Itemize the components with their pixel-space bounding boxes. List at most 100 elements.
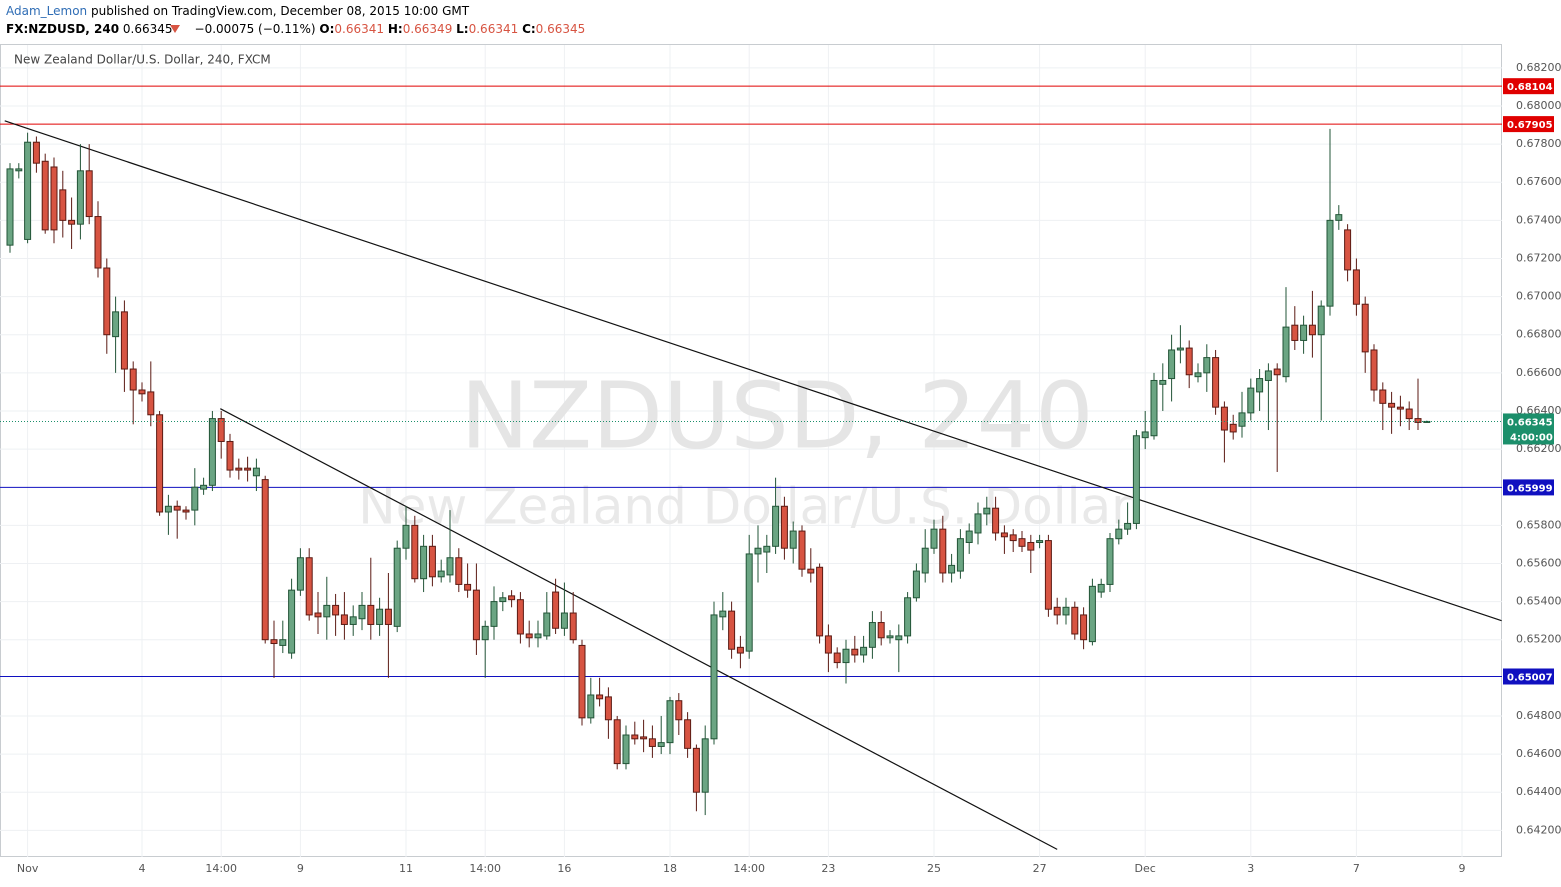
candle-body	[587, 694, 595, 719]
x-tick-label: 16	[557, 862, 571, 875]
candle-body	[472, 589, 480, 641]
candle-body	[1194, 372, 1202, 378]
trendline	[4, 120, 1502, 622]
y-tick-label: 0.65800	[1516, 518, 1561, 531]
candle-body	[1300, 324, 1308, 341]
candle-body	[6, 168, 14, 246]
candle-body	[675, 700, 683, 721]
candle-body	[455, 557, 463, 585]
y-tick-label: 0.67200	[1516, 251, 1561, 264]
candle-body	[1388, 402, 1396, 408]
candle-body	[798, 530, 806, 570]
candle-body	[1379, 389, 1387, 404]
candle-body	[402, 524, 410, 549]
x-tick-label: 14:00	[733, 862, 765, 875]
candle-body	[437, 570, 445, 578]
candle-body	[173, 505, 181, 511]
candle-body	[481, 625, 489, 641]
candle-body	[32, 141, 40, 164]
candle-body	[763, 545, 771, 553]
candle-body	[596, 694, 604, 700]
candle-body	[464, 583, 472, 591]
quote-line: FX:NZDUSD, 240 0.66345 −0.00075 (−0.11%) …	[6, 22, 585, 36]
x-tick-label: 3	[1247, 862, 1254, 875]
candle-body	[939, 528, 947, 574]
y-tick-label: 0.64600	[1516, 747, 1561, 760]
candle-body	[631, 734, 639, 740]
x-tick-label: 14:00	[469, 862, 501, 875]
candle-body	[349, 616, 357, 625]
legend: New Zealand Dollar/U.S. Dollar, 240, FXC…	[14, 53, 271, 67]
candle-body	[868, 622, 876, 648]
watermark: New Zealand Dollar/U.S. Dollar	[358, 478, 1132, 536]
candle-body	[323, 604, 331, 618]
candle-body	[1405, 408, 1413, 420]
candle-body	[340, 614, 348, 625]
candle-body	[842, 648, 850, 664]
candle-body	[252, 467, 260, 477]
candle-body	[860, 646, 868, 656]
header-line: Adam_Lemon published on TradingView.com,…	[6, 4, 470, 18]
candle-body	[1159, 379, 1167, 385]
x-tick-label: 9	[297, 862, 304, 875]
candle-body	[1212, 357, 1220, 408]
candle-body	[182, 509, 190, 513]
publish-info: published on TradingView.com, December 0…	[91, 4, 470, 18]
candle-body	[1423, 420, 1431, 423]
price-badge	[1503, 78, 1554, 95]
candle-body	[367, 604, 375, 625]
candle-body	[490, 601, 498, 627]
x-tick-label: 4	[139, 862, 146, 875]
candle-body	[1132, 435, 1140, 524]
candle-body	[1282, 326, 1290, 378]
last-price: 0.66345	[123, 22, 173, 36]
candle-body	[1414, 418, 1422, 423]
candle-body	[1106, 538, 1114, 585]
y-tick-label: 0.67400	[1516, 213, 1561, 226]
candle-body	[640, 736, 648, 740]
candle-body	[1124, 522, 1132, 530]
x-tick-label: Dec	[1135, 862, 1156, 875]
ohlc-label: O:	[319, 22, 334, 36]
candle-body	[1088, 585, 1096, 643]
candle-body	[76, 170, 84, 225]
candle-body	[376, 608, 384, 625]
candle-body	[428, 545, 436, 578]
candle-body	[983, 507, 991, 515]
candle-body	[41, 160, 49, 231]
y-tick-label: 0.64400	[1516, 785, 1561, 798]
down-arrow	[170, 25, 180, 33]
candle-body	[59, 189, 67, 221]
x-tick-label: 7	[1353, 862, 1360, 875]
candle-body	[1027, 541, 1035, 551]
y-tick-label: 0.67600	[1516, 175, 1561, 188]
candle-body	[85, 170, 93, 218]
candle-body	[516, 599, 524, 635]
price-badge-label: 0.66345	[1507, 417, 1553, 428]
candle-body	[244, 467, 252, 471]
candle-body	[508, 595, 516, 601]
candle-body	[1247, 387, 1255, 414]
author-link[interactable]: Adam_Lemon	[6, 4, 87, 18]
x-tick-label: 23	[821, 862, 835, 875]
candle-body	[816, 566, 824, 637]
candle-body	[332, 604, 340, 616]
candle-body	[446, 557, 454, 576]
x-tick-label: 11	[399, 862, 413, 875]
candle-body	[94, 216, 102, 269]
price-badge	[1503, 479, 1554, 496]
candle-body	[851, 648, 859, 656]
candle-body	[1062, 606, 1070, 616]
candle-body	[904, 597, 912, 637]
candle-body	[684, 719, 692, 749]
candle-body	[1264, 370, 1272, 381]
candle-body	[604, 696, 612, 721]
candle-body	[1044, 540, 1052, 610]
candle-body	[1326, 219, 1334, 307]
y-tick-label: 0.64800	[1516, 709, 1561, 722]
candle-body	[1185, 347, 1193, 376]
y-tick-label: 0.67000	[1516, 290, 1561, 303]
candle-body	[560, 612, 568, 629]
ohlc-value: 0.66345	[536, 22, 586, 36]
candle-body	[1273, 368, 1281, 376]
